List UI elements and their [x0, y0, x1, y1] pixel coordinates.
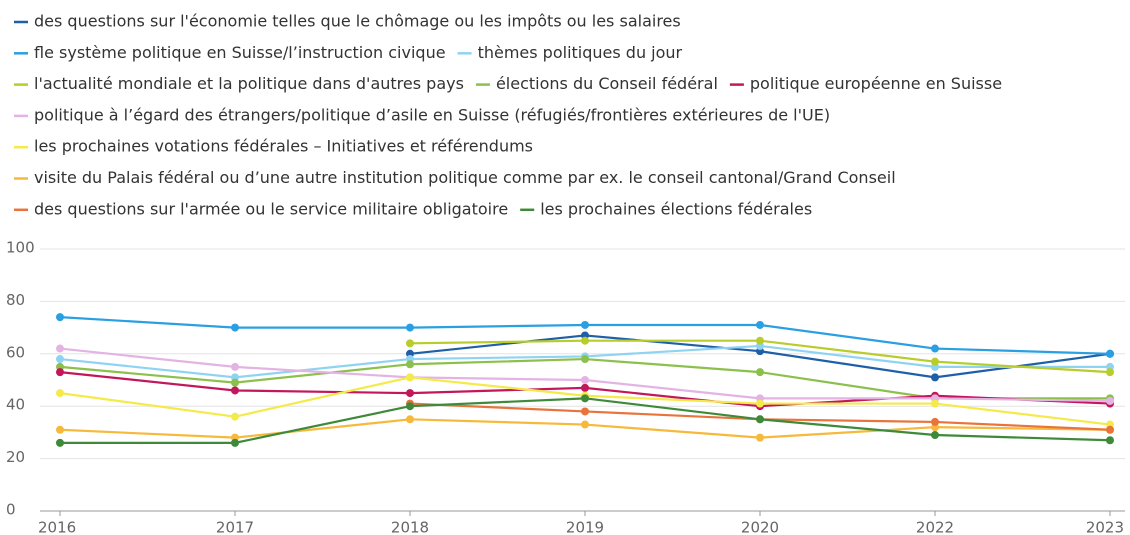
data-point: [756, 336, 764, 345]
legend-label: les prochaines votations fédérales – Ini…: [34, 137, 533, 156]
x-tick-label: 2020: [741, 519, 779, 535]
x-tick-label: 2023: [1086, 519, 1124, 535]
data-point: [756, 368, 764, 377]
data-point: [581, 376, 589, 384]
x-tick-label: 2018: [391, 519, 429, 535]
data-point: [581, 407, 589, 416]
data-point: [1106, 425, 1114, 434]
y-tick-label: 0: [6, 501, 16, 519]
legend-label: politique européenne en Suisse: [750, 74, 1002, 93]
data-point: [406, 339, 414, 348]
data-point: [581, 420, 589, 429]
x-tick-label: 2022: [916, 519, 954, 535]
data-point: [581, 383, 589, 392]
data-point: [406, 402, 414, 411]
y-tick-label: 100: [6, 239, 35, 257]
data-point: [56, 438, 64, 447]
data-point: [931, 399, 939, 408]
data-point: [56, 313, 64, 322]
data-point: [231, 362, 239, 371]
legend-label: visite du Palais fédéral ou d’une autre …: [34, 168, 896, 187]
x-tick-label: 2017: [216, 519, 254, 535]
y-tick-label: 40: [6, 396, 25, 414]
data-point: [406, 373, 414, 382]
data-point: [1106, 396, 1114, 405]
data-point: [581, 355, 589, 364]
data-point: [581, 336, 589, 345]
data-point: [931, 344, 939, 353]
data-point: [56, 355, 64, 364]
data-point: [56, 425, 64, 434]
data-point: [406, 415, 414, 424]
data-point: [1106, 436, 1114, 445]
data-point: [756, 399, 764, 408]
data-point: [231, 412, 239, 421]
legend-label: des questions sur l'économie telles que …: [34, 12, 681, 31]
data-point: [1106, 368, 1114, 377]
legend-label: politique à l’égard des étrangers/politi…: [34, 105, 830, 124]
y-tick-label: 80: [6, 291, 25, 309]
data-point: [231, 378, 239, 387]
legend-label: élections du Conseil fédéral: [496, 74, 718, 93]
data-point: [581, 394, 589, 403]
y-tick-label: 60: [6, 343, 25, 361]
data-point: [231, 386, 239, 395]
data-point: [931, 417, 939, 426]
legend-label: des questions sur l'armée ou le service …: [34, 199, 508, 218]
data-point: [581, 320, 589, 329]
data-point: [231, 323, 239, 332]
y-tick-label: 20: [6, 448, 25, 466]
data-point: [931, 357, 939, 366]
data-point: [56, 344, 64, 353]
data-point: [931, 373, 939, 382]
data-point: [1106, 349, 1114, 358]
data-point: [231, 438, 239, 447]
legend-label: les prochaines élections fédérales: [540, 199, 812, 218]
data-point: [56, 389, 64, 398]
data-point: [56, 368, 64, 377]
data-point: [931, 431, 939, 440]
data-point: [756, 320, 764, 329]
legend-label: fle système politique en Suisse/l’instru…: [34, 43, 446, 62]
data-point: [406, 389, 414, 398]
data-point: [406, 360, 414, 369]
data-point: [406, 323, 414, 332]
data-point: [756, 415, 764, 424]
data-point: [756, 433, 764, 442]
x-tick-label: 2019: [566, 519, 604, 535]
x-tick-label: 2016: [38, 519, 76, 535]
legend-label: l'actualité mondiale et la politique dan…: [34, 74, 464, 93]
legend-label: thèmes politiques du jour: [478, 43, 683, 62]
